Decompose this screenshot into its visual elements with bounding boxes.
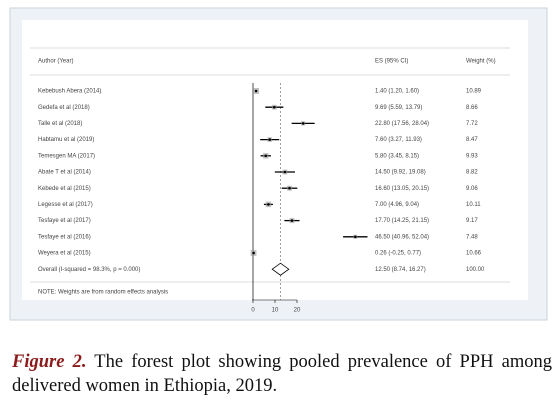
study-label: Gedefa et al (2018) — [38, 105, 90, 111]
weight-header: Weight (%) — [466, 59, 496, 65]
study-label: Habtamu et al (2019) — [38, 137, 94, 143]
point — [264, 154, 268, 158]
es-label: 16.60 (13.05, 20.15) — [375, 186, 429, 192]
study-label: Kebebush Abera (2014) — [38, 89, 101, 95]
es-label: 5.80 (3.45, 8.15) — [375, 153, 419, 159]
study-label: Tesfaye et al (2016) — [38, 234, 91, 240]
note: NOTE: Weights are from random effects an… — [38, 290, 168, 296]
study-label: Abate T et al (2014) — [38, 170, 91, 176]
chart: Author (Year) ES (95% CI) Weight (%) NOT… — [9, 7, 548, 321]
overall-label: Overall (I-squared = 98.3%, p = 0.000) — [38, 267, 140, 273]
es-label: 7.60 (3.27, 11.93) — [375, 137, 422, 143]
point — [288, 186, 291, 190]
weight-label: 8.47 — [466, 137, 478, 143]
point — [252, 251, 255, 255]
es-header: ES (95% CI) — [375, 59, 408, 65]
x-tick-label: 0 — [251, 308, 255, 314]
es-label: 7.00 (4.96, 9.04) — [375, 202, 419, 208]
point — [268, 138, 272, 141]
study-label: Weyera et al (2015) — [38, 251, 91, 257]
study-label: Legesse et al (2017) — [38, 202, 93, 208]
weight-label: 10.89 — [466, 89, 482, 95]
x-tick-label: 10 — [272, 308, 279, 314]
weight-label: 10.11 — [466, 202, 481, 208]
point — [354, 235, 357, 239]
weight-label: 10.66 — [466, 251, 482, 257]
es-label: 22.80 (17.56, 28.04) — [375, 121, 429, 127]
point — [267, 203, 270, 206]
study-label: Tesfaye et al (2017) — [38, 218, 91, 224]
point — [283, 170, 287, 174]
study-label: Talle et al (2018) — [38, 121, 82, 127]
es-label: 17.70 (14.25, 21.15) — [375, 218, 429, 224]
caption: Figure 2. The forest plot showing pooled… — [12, 350, 552, 398]
caption-text: The forest plot showing pooled prevalenc… — [12, 352, 552, 396]
es-label: 14.50 (9.92, 19.08) — [375, 170, 426, 176]
weight-label: 9.06 — [466, 186, 478, 192]
overall-diamond — [271, 262, 290, 276]
weight-label: 8.66 — [466, 105, 478, 111]
study-header: Author (Year) — [38, 59, 73, 65]
plot-bg — [22, 20, 528, 300]
point — [254, 89, 258, 93]
weight-label: 9.93 — [466, 153, 478, 159]
point — [273, 105, 276, 109]
point — [301, 122, 305, 125]
es-label: 9.69 (5.59, 13.79) — [375, 105, 422, 111]
weight-label: 7.48 — [466, 234, 478, 240]
es-label: 1.40 (1.20, 1.60) — [375, 89, 419, 95]
es-label: 0.26 (-0.25, 0.77) — [375, 251, 421, 257]
weight-label: 8.82 — [466, 170, 478, 176]
weight-label: 7.72 — [466, 121, 478, 127]
weight-label: 9.17 — [466, 218, 478, 224]
point — [290, 219, 294, 222]
study-label: Kebede et al (2015) — [38, 186, 91, 192]
overall-weight: 100.00 — [466, 267, 485, 273]
study-label: Temesgen MA (2017) — [38, 153, 95, 159]
overall-es: 12.50 (8.74, 16.27) — [375, 267, 426, 273]
es-label: 46.50 (40.96, 52.04) — [375, 234, 429, 240]
x-tick-label: 20 — [294, 308, 301, 314]
figure-label: Figure 2. — [12, 352, 87, 372]
